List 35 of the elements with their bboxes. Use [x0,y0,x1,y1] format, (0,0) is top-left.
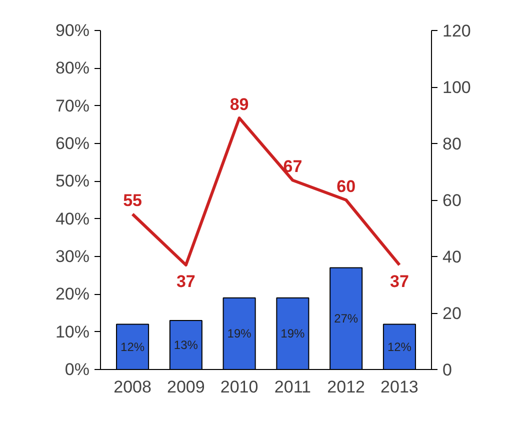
data-label: 67 [283,157,302,176]
x-tick-label: 2012 [327,378,365,396]
y-tick-label: 30% [55,247,90,266]
y-tick-label: 90% [55,21,90,40]
data-label: 19% [280,326,306,341]
x-tick-label: 2013 [380,378,418,396]
x-tick-label: 2009 [167,378,205,396]
data-label: 27% [334,312,358,326]
y2-tick-label: 40 [442,248,462,266]
x-tick-label: 2011 [274,378,311,396]
data-label: 13% [174,338,198,352]
y-tick-label: 0% [64,360,90,379]
data-label: 55 [123,191,142,210]
y2-tick-label: 20 [442,304,462,323]
data-label: 89 [230,95,249,114]
y2-tick-label: 0 [442,360,452,380]
data-label: 12% [120,340,145,354]
data-label: 37 [176,272,196,291]
x-tick-label: 2010 [220,378,258,396]
y-tick-label: 70% [55,96,90,116]
data-label: 37 [390,272,409,291]
y2-tick-label: 120 [442,22,471,40]
x-tick-label: 2008 [114,378,152,396]
y-tick-label: 50% [55,172,90,191]
y2-tick-label: 60 [442,191,462,210]
y-tick-label: 60% [55,134,90,153]
data-label: 12% [387,340,412,354]
data-label: 60 [336,177,356,196]
y-tick-label: 20% [55,284,90,304]
data-label: 19% [227,326,252,341]
y-tick-label: 40% [55,209,90,228]
y-tick-label: 80% [55,58,90,78]
y2-tick-label: 80 [442,134,462,154]
y-tick-label: 10% [55,322,90,342]
y2-tick-label: 100 [442,78,471,97]
